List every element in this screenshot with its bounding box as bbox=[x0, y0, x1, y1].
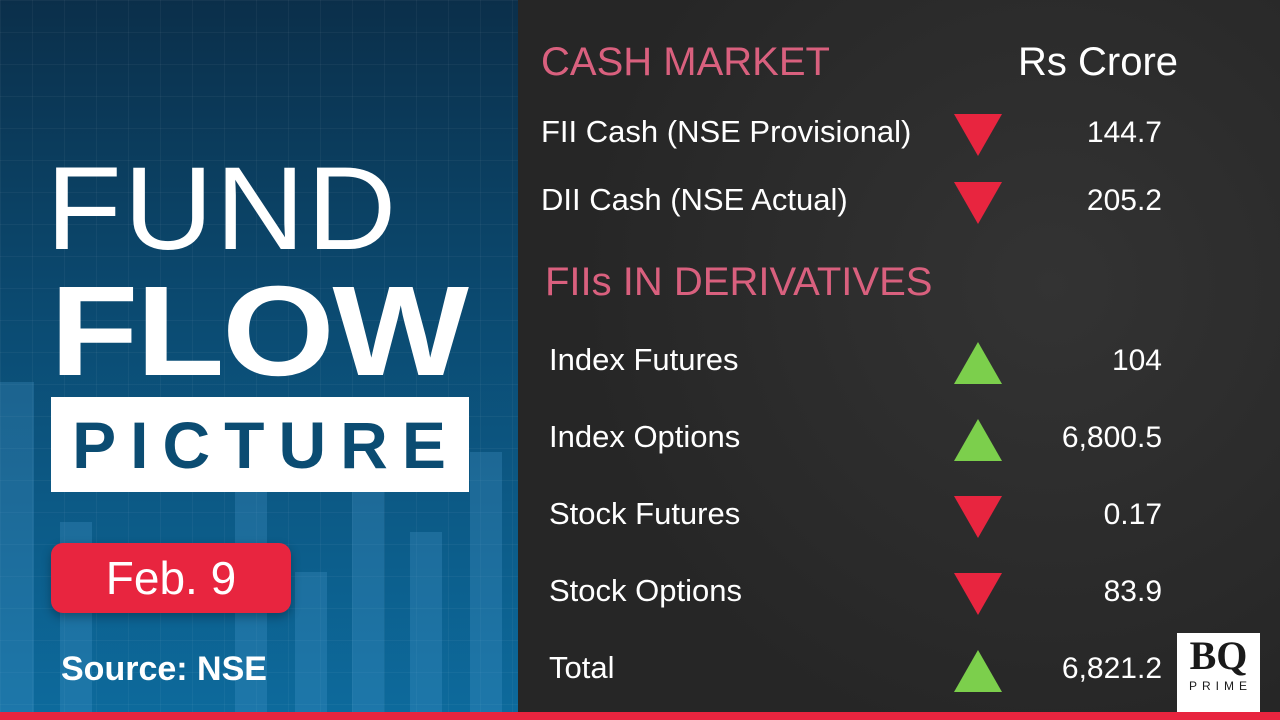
row-label: FII Cash (NSE Provisional) bbox=[541, 114, 912, 149]
row-label: Stock Futures bbox=[549, 496, 741, 531]
table-row: DII Cash (NSE Actual) 205.2 bbox=[518, 182, 1280, 226]
derivatives-header: FIIs IN DERIVATIVES bbox=[545, 260, 933, 304]
arrow-up-icon bbox=[954, 650, 1002, 692]
arrow-down-icon bbox=[954, 182, 1002, 224]
background-bar bbox=[295, 572, 327, 712]
title-panel: FUND FLOW PICTURE Feb. 9 Source: NSE bbox=[0, 0, 518, 712]
background-bar bbox=[470, 452, 502, 712]
arrow-down-icon bbox=[954, 114, 1002, 156]
row-label: Total bbox=[549, 650, 615, 685]
title-fund: FUND bbox=[46, 143, 399, 275]
table-row: Index Options 6,800.5 bbox=[518, 419, 1280, 463]
bottom-accent-bar bbox=[0, 712, 1280, 720]
data-panel: CASH MARKET Rs Crore FII Cash (NSE Provi… bbox=[518, 0, 1280, 712]
logo-prime: PRIME bbox=[1188, 679, 1252, 693]
row-value: 6,821.2 bbox=[1061, 652, 1162, 685]
row-value: 0.17 bbox=[1103, 498, 1162, 531]
table-row: Index Futures 104 bbox=[518, 342, 1280, 386]
logo-bq: BQ bbox=[1189, 633, 1248, 678]
arrow-up-icon bbox=[954, 419, 1002, 461]
title-picture-box: PICTURE bbox=[51, 397, 469, 492]
table-row: Stock Options 83.9 bbox=[518, 573, 1280, 617]
background-bar bbox=[410, 532, 442, 712]
background-bar bbox=[352, 462, 384, 712]
row-value: 205.2 bbox=[1086, 184, 1162, 217]
row-label: DII Cash (NSE Actual) bbox=[541, 182, 848, 217]
title-flow: FLOW bbox=[50, 260, 469, 403]
table-row: FII Cash (NSE Provisional) 144.7 bbox=[518, 114, 1280, 158]
date-badge: Feb. 9 bbox=[51, 543, 291, 613]
row-value: 83.9 bbox=[1103, 575, 1162, 608]
row-value: 104 bbox=[1111, 344, 1162, 377]
arrow-up-icon bbox=[954, 342, 1002, 384]
row-value: 6,800.5 bbox=[1061, 421, 1162, 454]
table-row: Stock Futures 0.17 bbox=[518, 496, 1280, 540]
arrow-down-icon bbox=[954, 573, 1002, 615]
row-label: Stock Options bbox=[549, 573, 742, 608]
row-label: Index Options bbox=[549, 419, 741, 454]
unit-label: Rs Crore bbox=[1018, 40, 1179, 84]
background-bar bbox=[0, 382, 34, 712]
cash-market-header: CASH MARKET bbox=[541, 40, 830, 84]
source-text: Source: NSE bbox=[61, 650, 267, 688]
title-picture: PICTURE bbox=[72, 407, 460, 482]
row-label: Index Futures bbox=[549, 342, 739, 377]
row-value: 144.7 bbox=[1086, 116, 1162, 149]
table-row: Total 6,821.2 bbox=[518, 650, 1280, 694]
arrow-down-icon bbox=[954, 496, 1002, 538]
bq-prime-logo: BQ PRIME bbox=[1177, 633, 1260, 712]
